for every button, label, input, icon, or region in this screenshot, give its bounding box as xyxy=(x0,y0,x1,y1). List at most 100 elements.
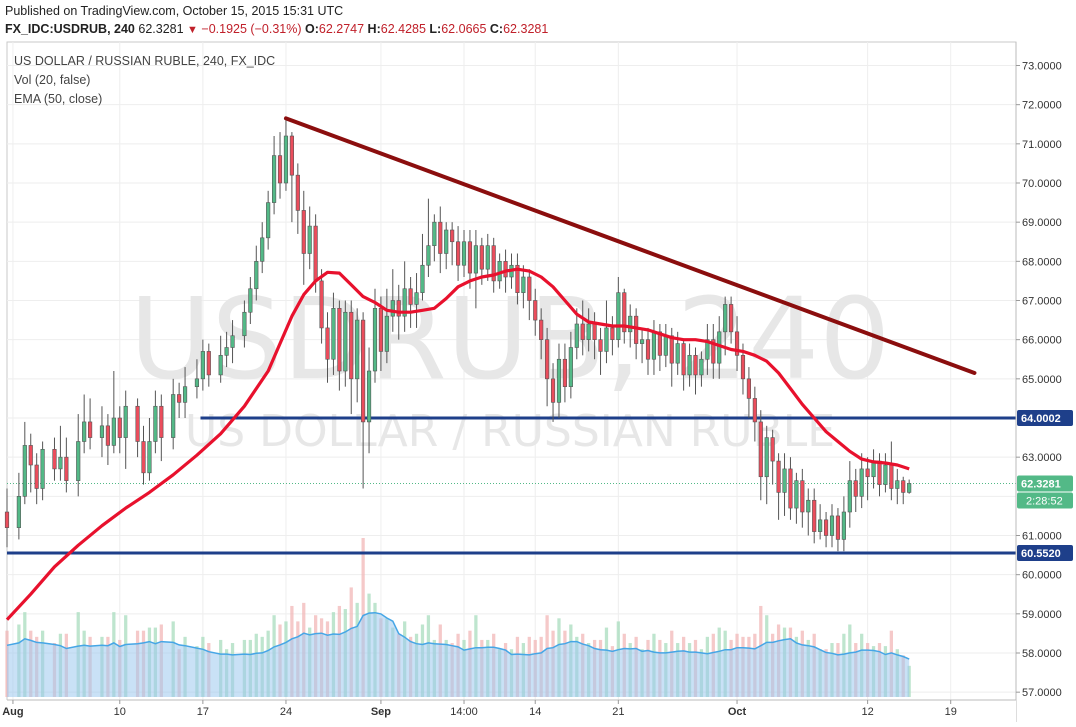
volume-ma-area xyxy=(7,612,910,697)
candle-body xyxy=(705,339,710,360)
price-tick-label: 69.0000 xyxy=(1022,217,1062,229)
time-tick-label: 21 xyxy=(612,706,624,718)
bar-countdown: 2:28:52 xyxy=(1026,495,1063,507)
chart-legend: US DOLLAR / RUSSIAN RUBLE, 240, FX_IDC V… xyxy=(14,52,275,109)
candle-body xyxy=(64,456,69,481)
candle-body xyxy=(758,421,763,478)
countdown-box xyxy=(1017,492,1073,509)
candle-body xyxy=(52,449,57,470)
time-tick-label: 12 xyxy=(861,706,873,718)
candle-body xyxy=(384,315,389,352)
candle-body xyxy=(645,339,651,360)
time-tick-label: Oct xyxy=(728,706,747,718)
candle-body xyxy=(82,421,87,442)
candle-body xyxy=(687,355,692,376)
candle-body xyxy=(746,378,751,399)
candle-body xyxy=(426,245,431,266)
candle-body xyxy=(485,245,490,270)
time-tick-label: 17 xyxy=(197,706,209,718)
candle-body xyxy=(794,480,799,509)
candle-body xyxy=(539,319,544,340)
candle-body xyxy=(734,331,740,356)
time-tick-label: 14:00 xyxy=(450,706,478,718)
candle-body xyxy=(610,327,615,340)
candle-body xyxy=(402,288,407,317)
candle-body xyxy=(699,358,704,376)
candle-body xyxy=(693,355,698,376)
price-tick-label: 66.0000 xyxy=(1022,335,1062,347)
candle-body xyxy=(182,386,188,403)
price-change: −0.1925 (−0.31%) xyxy=(201,22,302,36)
candle-body xyxy=(550,378,556,403)
ohlc-line: FX_IDC:USDRUB, 240 62.3281 ▼ −0.1925 (−0… xyxy=(5,22,548,36)
candle-body xyxy=(194,378,200,387)
candle-body xyxy=(865,468,870,478)
published-note: Published on TradingView.com, October 15… xyxy=(5,4,344,18)
time-tick-label: 14 xyxy=(529,706,541,718)
candle-body xyxy=(473,245,478,274)
candle-body xyxy=(283,135,289,184)
candle-body xyxy=(491,245,496,282)
candle-body xyxy=(88,421,93,438)
candle-body xyxy=(390,300,395,317)
candle-body xyxy=(776,460,781,493)
low-value: 62.0665 xyxy=(441,22,487,36)
candle-body xyxy=(562,358,567,387)
candle-body xyxy=(883,464,888,485)
candle-body xyxy=(266,202,271,239)
volume-ma-line xyxy=(6,611,910,660)
candle-body xyxy=(515,264,520,293)
candle-body xyxy=(272,155,277,203)
candle-body xyxy=(456,241,461,266)
down-triangle-icon: ▼ xyxy=(187,24,198,36)
time-tick-label: 24 xyxy=(280,706,292,718)
candle-body xyxy=(355,319,360,380)
candle-body xyxy=(408,288,413,305)
close-value: 62.3281 xyxy=(503,22,549,36)
candle-body xyxy=(28,445,33,466)
candle-body xyxy=(616,292,621,340)
candle-body xyxy=(835,515,841,540)
candle-body xyxy=(634,315,639,344)
candle-body xyxy=(141,441,146,474)
plot-area xyxy=(6,41,1017,701)
price-tick-label: 59.0000 xyxy=(1022,609,1062,621)
candle-body xyxy=(230,335,235,348)
candle-body xyxy=(319,280,324,329)
candle-body xyxy=(788,468,793,509)
ema-line xyxy=(5,267,910,621)
open-value: 62.2747 xyxy=(318,22,365,36)
candle-body xyxy=(556,358,562,403)
candle-body xyxy=(117,417,122,438)
candle-body xyxy=(444,229,449,254)
candle-body xyxy=(829,515,835,536)
candle-body xyxy=(859,468,864,497)
candle-body xyxy=(450,229,455,243)
close-label: C: xyxy=(489,22,504,36)
candle-body xyxy=(349,311,354,380)
hline-price-label: 64.0002 xyxy=(1021,413,1061,425)
price-tick-label: 65.0000 xyxy=(1022,374,1062,386)
price-tick-label: 71.0000 xyxy=(1022,139,1062,151)
candle-body xyxy=(580,323,585,340)
watermark-name: US DOLLAR / RUSSIAN RUBLE xyxy=(185,406,835,457)
time-axis xyxy=(0,700,1016,727)
price-tick-label: 58.0000 xyxy=(1022,648,1062,660)
candle-body xyxy=(16,496,21,528)
candle-body xyxy=(135,405,140,442)
candle-body xyxy=(206,351,211,376)
candle-body xyxy=(242,311,247,337)
candle-body xyxy=(260,237,265,262)
candle-body xyxy=(177,394,182,403)
candle-body xyxy=(153,405,158,442)
high-label: H: xyxy=(367,22,381,36)
candle-body xyxy=(22,445,27,497)
open-label: O: xyxy=(304,22,319,36)
price-tick-label: 67.0000 xyxy=(1022,296,1062,308)
candle-body xyxy=(147,441,152,474)
candle-body xyxy=(533,300,538,321)
candle-body xyxy=(782,468,787,493)
candle-body xyxy=(639,339,645,344)
last-price: 62.3281 xyxy=(138,22,184,36)
